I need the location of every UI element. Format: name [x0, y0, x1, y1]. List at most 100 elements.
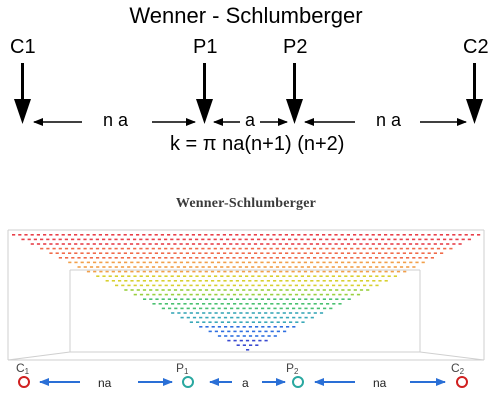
pseudosection-point: [248, 335, 253, 337]
pseudosection-point: [207, 275, 211, 277]
pseudosection-point: [288, 275, 292, 277]
pseudosection-point: [251, 266, 255, 268]
pseudosection-point: [167, 252, 171, 254]
pseudosection-point: [304, 289, 308, 291]
pseudosection-point: [300, 275, 304, 277]
pseudosection-point: [291, 261, 295, 264]
pseudosection-point: [105, 261, 109, 264]
pseudosection-point: [286, 326, 290, 328]
pseudosection-point: [182, 238, 186, 241]
pseudosection-point: [353, 252, 357, 254]
pseudosection-point: [341, 298, 345, 300]
pseudosection-point: [264, 321, 268, 323]
pseudosection-point: [359, 270, 363, 273]
pseudosection-point: [248, 326, 252, 328]
pseudosection-point: [353, 261, 357, 264]
pseudosection-point: [359, 261, 363, 264]
pseudosection-point: [301, 312, 305, 314]
pseudosection-point: [12, 234, 16, 236]
pseudosection-point: [347, 280, 351, 282]
pseudosection-point: [221, 330, 225, 333]
pseudosection-point: [242, 316, 246, 319]
pseudosection-point: [230, 307, 234, 310]
pseudosection-point: [117, 252, 121, 254]
pseudosection-point: [295, 321, 299, 323]
pseudosection-point: [393, 257, 397, 259]
pseudosection-point: [313, 293, 317, 296]
pseudosection-point: [220, 257, 224, 259]
pseudosection-point: [439, 243, 444, 245]
pseudosection-point: [266, 270, 270, 273]
pseudosection-point: [251, 312, 255, 314]
pseudosection-point: [340, 243, 344, 245]
pseudosection-point: [58, 238, 62, 241]
pseudosection-point: [464, 234, 468, 236]
pseudosection-point: [284, 234, 288, 236]
pseudosection-point: [205, 307, 209, 310]
pseudosection-point: [195, 275, 199, 277]
pseudosection-point: [223, 298, 227, 300]
pseudosection-point: [356, 293, 361, 296]
pseudosection-point: [67, 234, 71, 236]
pseudosection-point: [307, 284, 311, 287]
pseudosection-point: [183, 303, 187, 305]
pseudosection-point: [294, 266, 298, 268]
pseudosection-point: [260, 270, 264, 273]
pseudosection-point: [301, 293, 305, 296]
pseudosection-point: [254, 280, 258, 282]
pseudosection-point: [258, 321, 262, 323]
pseudosection-point: [328, 243, 332, 245]
pseudosection-point: [303, 270, 308, 273]
pseudosection-point: [285, 307, 289, 310]
pseudosection-point: [255, 326, 259, 328]
pseudosection-point: [155, 270, 159, 273]
pseudosection-point: [254, 289, 258, 291]
pseudosection-point: [298, 316, 302, 319]
pseudosection-point: [260, 289, 264, 291]
pseudosection-point: [139, 293, 144, 296]
pseudosection-point: [43, 243, 47, 245]
pseudosection-point: [226, 312, 231, 314]
pseudosection-point: [239, 303, 243, 305]
pseudosection-point: [344, 275, 348, 277]
pseudosection-point: [313, 303, 317, 305]
pseudosection-point: [149, 280, 153, 282]
pseudosection-point: [220, 303, 224, 305]
pseudosection-point: [124, 270, 128, 273]
pseudosection-point: [123, 252, 127, 254]
pseudosection-point: [177, 312, 181, 314]
pseudosection-point: [117, 270, 122, 273]
pseudosection-point: [164, 284, 168, 287]
pseudosection-point: [310, 261, 314, 264]
pseudosection-point: [195, 247, 199, 250]
pseudosection-point: [291, 252, 295, 254]
pseudosection-point: [183, 275, 187, 277]
pseudosection-point: [310, 298, 314, 300]
pseudosection-point: [93, 270, 97, 273]
pseudosection-point: [229, 234, 233, 236]
pseudosection-point: [111, 234, 115, 236]
pseudosection-point: [214, 330, 218, 333]
pseudosection-point: [236, 344, 240, 346]
pseudosection-point: [335, 289, 339, 291]
p2-electrode-icon: [292, 376, 304, 388]
pseudosection-point: [371, 243, 375, 245]
pseudosection-point: [261, 335, 265, 337]
pseudosection-point: [378, 270, 382, 273]
pseudosection-point: [257, 293, 261, 296]
pseudosection-point: [195, 312, 200, 314]
pseudosection-point: [120, 266, 125, 268]
pseudosection-point: [158, 257, 162, 259]
pseudosection-point: [111, 243, 115, 245]
pseudosection-point: [334, 270, 339, 273]
pseudosection-point: [257, 247, 261, 250]
pseudosection-point: [241, 234, 245, 236]
pseudosection-point: [257, 312, 262, 314]
pseudosection-point: [108, 275, 112, 277]
pseudosection-point: [195, 257, 199, 259]
pseudosection-point: [180, 298, 184, 300]
electrode-label-p2: P2: [283, 36, 308, 58]
pseudosection-point: [170, 275, 174, 277]
pseudosection-point: [102, 247, 106, 250]
